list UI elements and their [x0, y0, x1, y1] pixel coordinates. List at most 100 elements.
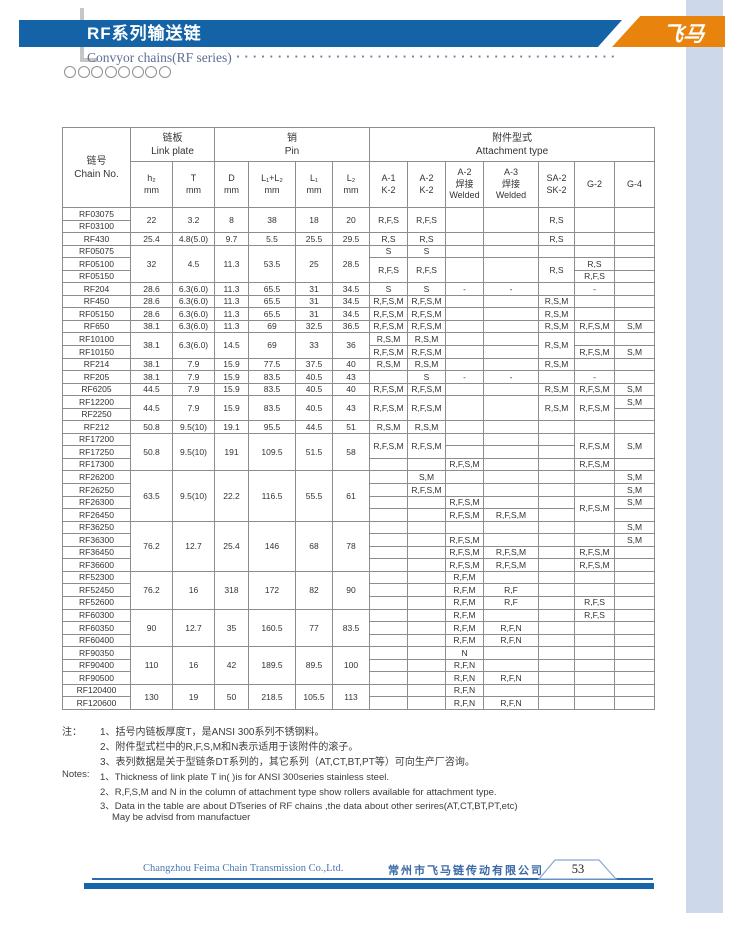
table-header: 链号 Chain No. 链板 Link plate 销 Pin 附件型式 Attachmen…	[62, 127, 656, 208]
spec-cell	[538, 244, 576, 259]
spec-cell	[369, 621, 409, 635]
spec-cell	[538, 633, 576, 648]
spec-cell	[483, 307, 540, 321]
table-row: RF03100	[62, 219, 655, 234]
spec-cell: 63.5	[130, 470, 173, 522]
spec-cell	[369, 520, 409, 535]
spec-cell	[574, 332, 616, 346]
spec-cell: 25.4	[130, 232, 173, 246]
spec-cell: R,S,M	[369, 357, 409, 372]
spec-cell: 43	[331, 370, 371, 384]
spec-cell: 38.1	[130, 319, 173, 334]
spec-cell: R,F,N	[445, 658, 485, 673]
spec-cell	[574, 294, 616, 309]
spec-cell: R,F,S,M	[574, 432, 616, 459]
spec-cell	[574, 533, 616, 547]
spec-cell	[538, 646, 576, 660]
circle-icon	[131, 66, 144, 78]
notes-cn-label: 注：	[62, 727, 82, 738]
spec-cell: R,S	[538, 206, 576, 234]
note-en-3-cont: May be advisd from manufactuer	[112, 812, 251, 823]
spec-cell	[614, 370, 656, 384]
spec-cell: R,F,S,M	[445, 533, 485, 547]
spec-cell: R,F,N	[445, 696, 485, 710]
spec-cell: R,F,S,M	[407, 432, 447, 459]
spec-cell: S	[369, 282, 409, 296]
spec-cell	[538, 696, 576, 710]
spec-cell	[614, 646, 656, 660]
spec-cell: 12.7	[172, 520, 215, 572]
spec-cell: 19.1	[214, 420, 249, 434]
spec-cell: 37.5	[295, 357, 333, 372]
spec-cell: 38.1	[130, 357, 173, 372]
chain-no-cell: RF6205	[62, 382, 131, 397]
spec-cell	[445, 520, 485, 535]
spec-cell	[369, 646, 409, 660]
chain-no-cell: RF05150	[62, 269, 131, 284]
spec-cell	[538, 420, 576, 434]
chain-no-cell: RF26300	[62, 495, 131, 510]
side-stripe	[686, 0, 723, 913]
spec-cell	[614, 545, 656, 560]
spec-cell: R,F,S,M	[574, 495, 616, 522]
spec-cell	[614, 206, 656, 234]
spec-cell	[538, 495, 576, 510]
circle-icon	[104, 66, 117, 78]
spec-cell: 25.5	[295, 232, 333, 246]
spec-cell: 15.9	[214, 357, 249, 372]
spec-cell	[369, 508, 409, 522]
spec-cell	[614, 457, 656, 472]
spec-cell	[614, 671, 656, 685]
chain-no-cell: RF26200	[62, 470, 131, 485]
subcol-header-cell: L₂ mm	[331, 161, 371, 208]
table-row: RF52450 R,F,M R,F	[62, 583, 656, 597]
note-en-2: 2、R,F,S,M and N in the column of attachm…	[100, 787, 497, 798]
spec-cell	[445, 470, 485, 485]
spec-cell	[445, 395, 485, 422]
spec-cell: 9.5(10)	[172, 470, 215, 522]
spec-cell	[538, 508, 576, 522]
table-row: RF26300 R,F,S,M R,F,S,M S,M	[62, 495, 656, 522]
spec-cell	[574, 206, 616, 234]
spec-cell: 69	[248, 332, 296, 359]
spec-cell: 191	[214, 432, 249, 472]
note-en-1: 1、Thickness of link plate T in( )is for …	[100, 772, 389, 783]
spec-cell: R,F,N	[483, 633, 540, 648]
spec-cell	[369, 533, 409, 547]
chain-no-cell: RF03100	[62, 219, 131, 234]
spec-cell	[483, 445, 540, 459]
spec-cell	[483, 382, 540, 397]
table-body: RF03075 22 3.2 8 38 18 20 R,F,S R,F,S R,S RF03100 R…	[62, 206, 656, 710]
spec-cell	[445, 294, 485, 309]
spec-cell: 172	[248, 570, 296, 610]
spec-cell: R,S,M	[538, 307, 576, 321]
spec-cell: -	[574, 282, 616, 296]
chain-no-cell: RF430	[62, 232, 131, 246]
chain-no-cell: RF17300	[62, 457, 131, 472]
spec-cell: 31	[295, 307, 333, 321]
spec-cell	[369, 495, 409, 510]
spec-cell: 31	[295, 294, 333, 309]
note-cn-3: 3、表列数据是关于型链条DT系列的，其它系列（AT,CT,BT,PT等）可向生产…	[100, 757, 475, 768]
table-row: RF120400 130 19 50 218.5 105.5 113 R,F,N	[62, 683, 656, 710]
spec-cell: R,F,S	[407, 257, 447, 284]
spec-cell	[483, 345, 540, 359]
spec-cell: 12.7	[172, 608, 215, 648]
spec-cell: R,F,S,M	[445, 508, 485, 522]
spec-cell	[483, 683, 540, 698]
spec-cell: 15.9	[214, 382, 249, 397]
spec-cell: R,F,M	[445, 595, 485, 610]
spec-cell: R,S,M	[538, 294, 576, 309]
spec-cell: 58	[331, 432, 371, 472]
circle-icon	[91, 66, 103, 78]
chain-no-cell: RF26250	[62, 483, 131, 497]
spec-cell: 3.2	[172, 206, 215, 234]
table-row: RF205 38.1 7.9 15.9 83.5 40.5 43 S - - -	[62, 370, 656, 384]
spec-cell: R,S,M	[538, 319, 576, 334]
spec-cell: S	[407, 370, 447, 384]
spec-cell	[369, 545, 409, 560]
spec-cell: R,F,S,M	[483, 558, 540, 572]
spec-cell	[614, 621, 656, 635]
spec-cell	[614, 307, 656, 321]
spec-cell	[574, 633, 616, 648]
